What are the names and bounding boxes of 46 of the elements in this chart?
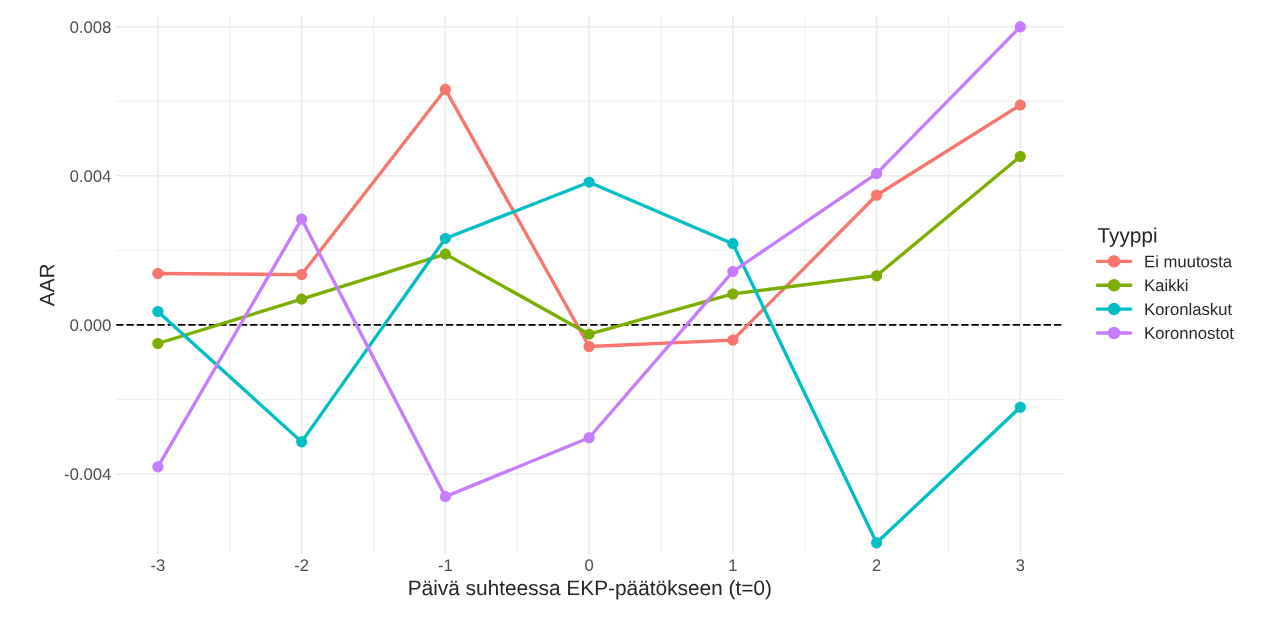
point [583, 340, 595, 353]
point [871, 537, 883, 549]
y-axis-title: AAR [39, 264, 55, 307]
point [1014, 21, 1026, 33]
point [727, 288, 739, 300]
point [871, 270, 883, 282]
point [152, 461, 164, 473]
x-tick-label: -3 [151, 559, 165, 572]
x-axis-title: Päivä suhteessa EKP-päätökseen (t=0) [409, 579, 771, 600]
point [152, 267, 164, 280]
point [727, 266, 739, 278]
point [152, 305, 164, 318]
y-tick-label: 0.004 [70, 170, 111, 183]
point [439, 491, 451, 503]
x-tick-label: 0 [585, 559, 594, 572]
point [439, 248, 451, 260]
legend-label: Koronnostot [1145, 327, 1234, 339]
y-tick-label: 0.000 [70, 319, 111, 332]
point [583, 328, 595, 340]
point [439, 83, 451, 95]
point [296, 293, 308, 305]
point [727, 238, 739, 250]
x-tick-label: -2 [294, 559, 309, 571]
point [296, 213, 308, 225]
point [727, 334, 739, 346]
x-tick-label: -1 [438, 559, 452, 571]
legend-title: Tyyppi [1097, 227, 1157, 247]
point [439, 232, 451, 244]
point [583, 432, 595, 444]
point [871, 168, 883, 180]
point [1014, 401, 1026, 413]
y-tick-label: -0.004 [64, 468, 111, 481]
point [1014, 150, 1026, 163]
point [1014, 99, 1026, 111]
legend-label: Koronlaskut [1145, 302, 1232, 316]
legend-label: Ei muutosta [1145, 255, 1233, 268]
point [296, 436, 308, 448]
point [871, 189, 883, 201]
y-tick-label: 0.008 [70, 21, 111, 34]
point [152, 337, 164, 350]
point [296, 269, 308, 281]
x-tick-label: 1 [729, 559, 737, 571]
x-tick-label: 3 [1016, 559, 1025, 572]
legend-label: Kaikki [1145, 279, 1188, 292]
x-tick-label: 2 [872, 559, 881, 571]
point [583, 176, 595, 188]
